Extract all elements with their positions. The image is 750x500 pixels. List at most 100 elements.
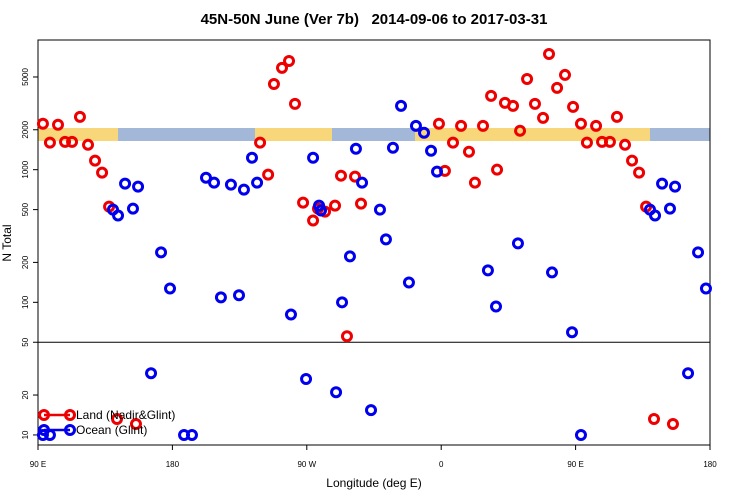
point xyxy=(567,100,580,113)
y-tick-label: 2000 xyxy=(21,120,30,138)
point xyxy=(307,151,320,164)
point xyxy=(251,176,264,189)
point xyxy=(507,99,520,112)
point xyxy=(491,163,504,176)
point xyxy=(386,141,399,154)
point xyxy=(455,119,468,132)
point xyxy=(254,136,267,149)
point xyxy=(36,117,49,130)
point xyxy=(59,135,72,148)
point xyxy=(185,428,198,441)
point xyxy=(52,118,65,131)
point xyxy=(284,308,297,321)
point xyxy=(89,154,102,167)
point xyxy=(432,117,445,130)
y-tick-label: 1000 xyxy=(21,160,30,178)
point xyxy=(649,209,662,222)
point xyxy=(543,48,556,61)
point xyxy=(208,176,221,189)
point xyxy=(558,68,571,81)
point xyxy=(119,177,132,190)
point xyxy=(73,110,86,123)
plot-frame xyxy=(37,39,711,446)
point xyxy=(155,246,168,259)
legend-label: Land (Nadir&Glint) xyxy=(76,408,175,422)
point xyxy=(511,237,524,250)
point xyxy=(276,61,289,74)
point xyxy=(343,250,356,263)
legend-marker xyxy=(64,424,76,436)
point xyxy=(36,428,49,441)
y-tick-label: 5000 xyxy=(21,68,30,86)
point xyxy=(528,97,541,110)
point xyxy=(580,136,593,149)
point xyxy=(619,138,632,151)
y-tick-label: 10 xyxy=(21,430,30,439)
point xyxy=(307,214,320,227)
point xyxy=(340,330,353,343)
point xyxy=(373,203,386,216)
point xyxy=(431,165,444,178)
point xyxy=(546,266,559,279)
point xyxy=(485,89,498,102)
point xyxy=(96,166,109,179)
point xyxy=(521,72,534,85)
point xyxy=(300,373,313,386)
point xyxy=(132,180,145,193)
land-ocean-strip xyxy=(38,128,710,141)
point xyxy=(379,233,392,246)
point xyxy=(462,145,475,158)
point xyxy=(214,291,227,304)
point xyxy=(129,417,142,430)
point xyxy=(633,166,646,179)
point xyxy=(663,202,676,215)
point xyxy=(666,417,679,430)
point xyxy=(43,136,56,149)
point xyxy=(446,136,459,149)
point xyxy=(610,110,623,123)
y-axis-label: N Total xyxy=(0,224,14,261)
point xyxy=(468,176,481,189)
point xyxy=(330,386,343,399)
point xyxy=(418,126,431,139)
point xyxy=(66,135,79,148)
point xyxy=(356,176,369,189)
y-tick-label: 500 xyxy=(21,202,30,216)
x-axis-label: Longitude (deg E) xyxy=(326,476,421,490)
point xyxy=(365,404,378,417)
point xyxy=(126,202,139,215)
series xyxy=(36,99,712,441)
point xyxy=(283,54,296,67)
point xyxy=(336,296,349,309)
point xyxy=(237,183,250,196)
point xyxy=(682,367,695,380)
point xyxy=(145,367,158,380)
point xyxy=(334,169,347,182)
point xyxy=(289,97,302,110)
legend-marker xyxy=(38,409,50,421)
point xyxy=(349,142,362,155)
point xyxy=(551,81,564,94)
x-tick-label: 0 xyxy=(439,460,444,469)
point xyxy=(297,196,310,209)
point xyxy=(574,428,587,441)
point xyxy=(626,154,639,167)
point xyxy=(233,289,246,302)
legend-marker xyxy=(64,409,76,421)
point xyxy=(262,168,275,181)
point xyxy=(355,197,368,210)
point xyxy=(537,111,550,124)
point xyxy=(574,117,587,130)
x-tick-label: 180 xyxy=(703,460,717,469)
point xyxy=(425,144,438,157)
point xyxy=(112,209,125,222)
point xyxy=(349,170,362,183)
point xyxy=(603,135,616,148)
point xyxy=(395,99,408,112)
y-tick-label: 200 xyxy=(21,255,30,269)
point xyxy=(566,326,579,339)
x-tick-label: 90 E xyxy=(30,460,46,469)
point xyxy=(699,282,712,295)
point xyxy=(669,180,682,193)
